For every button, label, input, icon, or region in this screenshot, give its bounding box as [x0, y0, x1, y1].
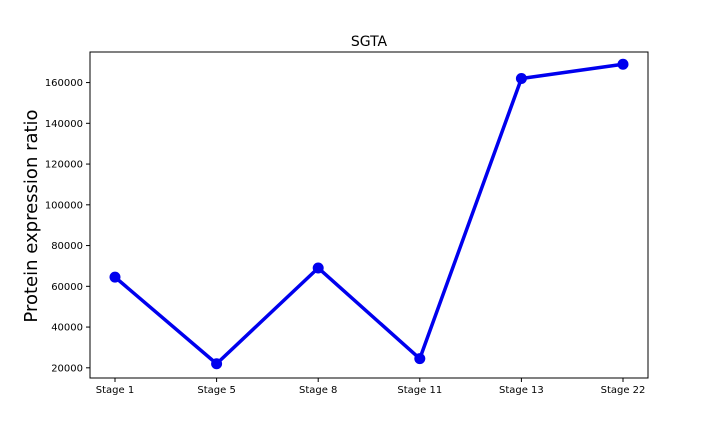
x-tick-label: Stage 22 — [601, 385, 646, 396]
plot-area-frame — [89, 51, 649, 379]
data-point — [312, 262, 324, 274]
y-tick-label: 120000 — [45, 160, 83, 171]
x-tick-label: Stage 11 — [397, 385, 442, 396]
x-tick-label: Stage 8 — [299, 385, 337, 396]
y-tick-label: 140000 — [45, 119, 83, 130]
chart-title: SGTA — [351, 34, 388, 50]
y-tick-label: 60000 — [51, 282, 83, 293]
x-tick-label: Stage 5 — [197, 385, 235, 396]
data-series — [109, 58, 629, 370]
y-tick-label: 80000 — [51, 241, 83, 252]
data-point — [414, 353, 426, 365]
y-tick-label: 20000 — [51, 363, 83, 374]
data-point — [617, 58, 629, 70]
y-axis-label: Protein expression ratio — [21, 109, 42, 322]
y-tick-label: 40000 — [51, 323, 83, 334]
series-line — [113, 62, 624, 366]
y-tick-label: 160000 — [45, 78, 83, 89]
data-point — [515, 72, 527, 84]
x-tick-label: Stage 13 — [499, 385, 544, 396]
data-point — [211, 358, 223, 370]
y-tick-label: 100000 — [45, 200, 83, 211]
data-point — [109, 271, 121, 283]
axis-ticks: Stage 1 Stage 5 Stage 8 Stage 11 Stage 13 Sta… — [45, 78, 646, 396]
x-tick-label: Stage 1 — [96, 385, 134, 396]
